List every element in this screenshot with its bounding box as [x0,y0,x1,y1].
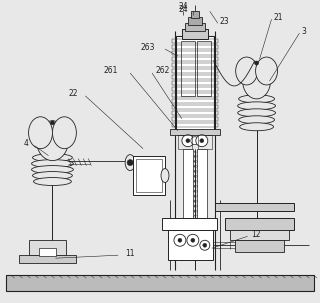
Ellipse shape [238,109,276,117]
Text: 261: 261 [104,66,118,75]
Bar [176,36,214,131]
Circle shape [200,240,210,250]
Ellipse shape [236,57,258,85]
Bar [172,117,218,121]
Bar [172,57,218,61]
Ellipse shape [33,171,72,180]
Bar [172,99,218,103]
Ellipse shape [33,154,72,161]
Text: 22: 22 [69,89,78,98]
Bar [215,203,294,211]
Bar [172,105,218,109]
Bar [185,23,205,31]
Bar [172,45,218,49]
Text: 12: 12 [252,230,261,239]
Bar [198,135,212,149]
Bar [230,230,290,240]
Bar [172,81,218,85]
Bar [181,41,195,96]
Bar [225,218,294,230]
Bar [197,41,211,96]
Ellipse shape [32,160,73,168]
Bar [182,29,208,39]
Text: 263: 263 [140,43,155,52]
Circle shape [178,238,182,242]
Ellipse shape [239,116,275,124]
Circle shape [191,137,199,145]
Ellipse shape [243,63,270,99]
Bar [172,69,218,73]
Circle shape [196,135,208,147]
Bar [19,255,76,263]
Bar [188,17,202,25]
Ellipse shape [238,102,276,110]
Ellipse shape [28,117,52,149]
Ellipse shape [32,166,73,174]
Ellipse shape [161,168,169,182]
Bar [133,156,165,195]
Bar [28,240,67,255]
Text: 23: 23 [220,17,229,26]
Text: 24: 24 [178,2,188,11]
Ellipse shape [239,95,275,103]
Text: 262: 262 [155,66,169,75]
Circle shape [127,160,133,166]
Circle shape [182,135,194,147]
Circle shape [255,61,259,65]
Bar [168,230,213,260]
Ellipse shape [240,123,274,131]
Text: 24: 24 [178,5,188,14]
Ellipse shape [125,155,135,171]
Bar [172,39,218,43]
Bar [183,149,193,218]
Circle shape [187,234,199,246]
Bar [172,93,218,97]
Bar [191,11,199,18]
Bar [172,75,218,79]
Text: 3: 3 [301,27,306,36]
Bar [136,159,162,192]
Circle shape [200,139,204,143]
Bar [38,248,56,256]
Circle shape [186,139,190,143]
Bar [197,149,207,218]
Circle shape [191,238,195,242]
Bar [6,275,314,291]
Bar [178,135,192,149]
Text: 11: 11 [125,249,135,258]
Circle shape [174,234,186,246]
Ellipse shape [52,117,76,149]
Text: 21: 21 [274,13,283,22]
Bar [172,123,218,127]
Ellipse shape [256,57,277,85]
Text: 4: 4 [24,139,28,148]
Bar [172,111,218,115]
Bar [170,129,220,135]
Circle shape [51,121,54,125]
Bar [172,63,218,67]
Circle shape [203,243,207,247]
Bar [235,240,284,252]
Ellipse shape [36,121,68,161]
Ellipse shape [34,178,71,185]
Bar [172,87,218,91]
Bar [172,51,218,55]
Bar [162,218,217,230]
